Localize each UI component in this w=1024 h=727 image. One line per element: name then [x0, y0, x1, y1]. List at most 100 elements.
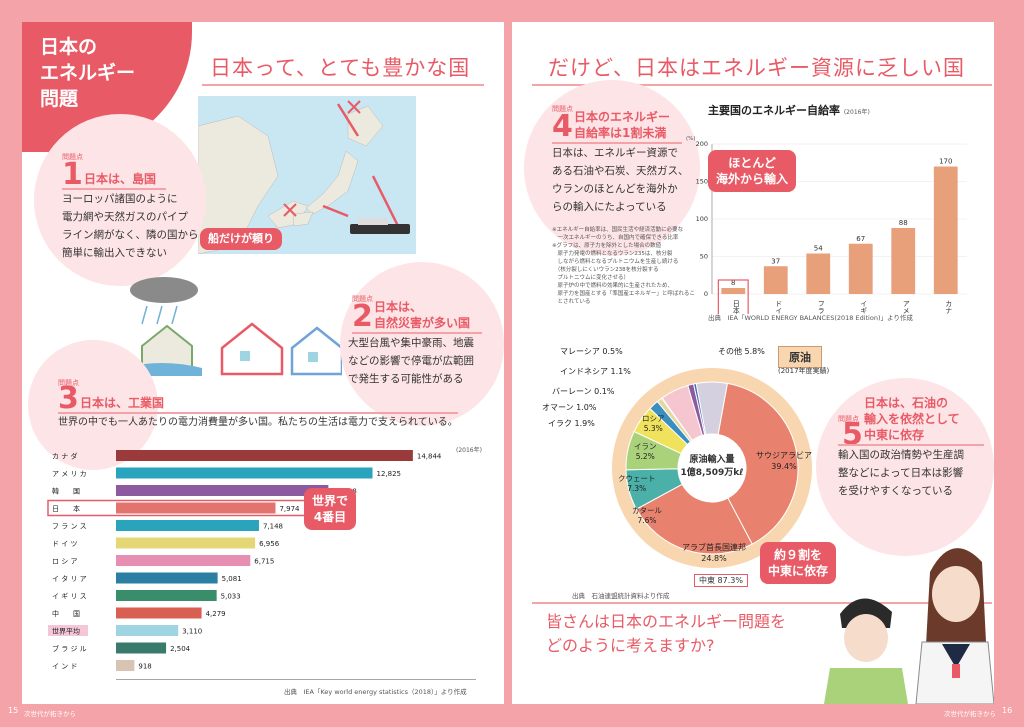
point1-number: 1 [62, 157, 83, 192]
hbar-bar [116, 450, 413, 461]
hbar-category-label: イ ギ リ ス [52, 593, 87, 601]
vbar-value-label: 8 [731, 279, 735, 287]
hbar-category-label: 日 本 [52, 504, 80, 513]
page-number-left: 15 [8, 706, 19, 715]
middle-east-callout: 約９割を 中東に依存 [760, 542, 837, 584]
left-heading: 日本って、とても豊かな国 [210, 56, 471, 80]
pie-label-oman: オマーン 1.0% [542, 403, 597, 412]
vbar-tick-label: 50 [700, 253, 708, 261]
hbar-value-label: 14,844 [417, 453, 442, 461]
vbar-value-label: 170 [939, 158, 952, 166]
point5-text: 輸入国の政治情勢や生産調 整などによって日本は影響 を受けやすくなっている [838, 449, 964, 497]
self-sufficiency-title: 主要国のエネルギー自給率 (2016年) [708, 104, 870, 117]
point1-text: ヨーロッパ諸国のように 電力網や天然ガスのパイプ ライン網がなく、隣の国から 簡… [62, 193, 199, 259]
right-heading: だけど、日本はエネルギー資源に乏しい国 [548, 56, 965, 80]
hbar-bar [116, 607, 202, 619]
hbar-bar [116, 660, 135, 671]
pie-label-saudi: サウジアラビア 39.4% [756, 451, 812, 471]
left-heading-underline [202, 84, 484, 86]
hbar-category-label: ロ シ ア [52, 558, 77, 566]
pie-center-label: 原油輸入量 1億8,509万kℓ [680, 455, 744, 478]
hbar-category-label: イ ン ド [52, 663, 77, 671]
hbar-bar [116, 520, 259, 531]
pie-label-iraq: イラク 1.9% [548, 419, 595, 428]
self-sufficiency-chart: (%) 0 50 100 150 200 8 日本 37 ドイツ 54 フランス 67 イギリス 88 アメリ… [686, 136, 967, 314]
vbar-tick-label: 200 [696, 140, 708, 148]
pie-label-qatar: カタール 7.6% [632, 506, 662, 525]
vbar-category-label: イギリス [860, 300, 868, 314]
vbar-value-label: 54 [814, 245, 823, 253]
hbar-value-label: 7,148 [263, 523, 283, 531]
right-heading-underline [532, 84, 992, 86]
hbar-category-label: フ ラ ン ス [52, 523, 87, 531]
point2-number: 2 [352, 299, 373, 334]
vbar-category-label: アメリカ [902, 300, 910, 314]
point1-circle [34, 114, 206, 286]
point5-title: 日本は、石油の [864, 396, 949, 410]
hbar-value-label: 4,279 [206, 610, 226, 618]
point4-number: 4 [552, 109, 573, 144]
hbar-category-label: ド イ ツ [52, 540, 77, 548]
vbar-bar [933, 166, 958, 294]
vbar-category-label: ドイツ [775, 300, 783, 314]
pie-center [678, 434, 746, 502]
footer-text-left: 次世代が拓きから [24, 710, 76, 718]
map-callout: 船だけが頼り [200, 228, 282, 250]
corner-title: 日本の エネルギー 問題 [40, 36, 136, 110]
vbar-tick-label: 100 [696, 215, 708, 223]
vbar-y-unit: (%) [686, 136, 696, 142]
point4-circle [524, 80, 700, 256]
page-number-right: 16 [1002, 706, 1013, 715]
hbar-bar [116, 625, 179, 636]
point2-title: 日本は、 [374, 300, 423, 314]
point2-text: 大型台風や集中豪雨、地震 などの影響で停電が広範囲 で発生する可能性がある [348, 337, 474, 385]
hbar-source: 出典 IEA「Key world energy statistics（2018）… [284, 688, 467, 696]
crude-oil-title: 原油 [778, 346, 822, 368]
point5-circle [816, 378, 994, 556]
vbar-category-label: カナダ [945, 300, 953, 314]
hbar-value-label: 2,504 [170, 645, 191, 653]
hbar-value-label: 918 [138, 663, 151, 671]
point2-circle [340, 262, 504, 426]
point1-title: 日本は、島国 [84, 172, 157, 186]
pie-label-bahrain: バーレーン 0.1% [552, 387, 615, 396]
hbar-value-label: 3,110 [182, 628, 202, 636]
pie-label-russia: ロシア 5.3% [642, 414, 665, 433]
hbar-value-label: 5,033 [221, 593, 241, 601]
hbar-category-label: イ タ リ ア [52, 574, 87, 583]
point4-notes: ※エネルギー自給率は、国民生活や経済活動に必要な 一次エネルギーのうち、自国内で… [552, 227, 695, 305]
hbar-category-label: 韓 国 [52, 487, 80, 496]
point3-circle [28, 340, 158, 470]
point3-number: 3 [58, 381, 79, 416]
vbar-highlight-japan [717, 279, 749, 314]
crude-oil-subtitle: (2017年度実績) [778, 367, 830, 375]
student-illustration [824, 548, 994, 704]
disaster-illustration [122, 277, 342, 376]
hbar-category-label: ブ ラ ジ ル [52, 644, 87, 653]
vbar-source: 出典 IEA「WORLD ENERGY BALANCES(2018 Editio… [708, 314, 913, 322]
vbar-tick-label: 150 [696, 178, 708, 186]
hbar-category-label: 世界平均 [52, 627, 80, 636]
point3-text: 世界の中でも一人あたりの電力消費量が多い国。私たちの生活は電力で支えられている。 [58, 417, 458, 428]
hbar-bar [116, 502, 276, 514]
closing-question: 皆さんは日本のエネルギー問題を どのように考えますか? [546, 612, 787, 655]
vbar-category-label: 日本 [732, 300, 740, 314]
vbar-value-label: 88 [899, 219, 908, 227]
vbar-tick-label: 0 [704, 290, 708, 298]
point4-text: 日本は、エネルギー資源で ある石油や石炭、天然ガス、 ウランのほとんどを海外か … [552, 147, 689, 213]
hbar-highlight-world [48, 625, 88, 636]
world-rank-callout: 世界で 4番目 [304, 488, 357, 530]
pie-source: 出典 石油連盟統計資料より作成 [572, 592, 670, 600]
hbar-value-label: 12,825 [377, 470, 402, 478]
pie-label-indonesia: インドネシア 1.1% [560, 367, 631, 376]
vbar-category-label: フランス [817, 300, 825, 314]
left-page: 日本の エネルギー 問題 日本って、とても豊かな国 船だけが頼り 問題点 1 日… [22, 22, 504, 704]
hbar-bar [116, 485, 329, 496]
point3-title: 日本は、工業国 [80, 396, 165, 410]
vbar-bar [848, 243, 873, 294]
pie-label-iran: イラン 5.2% [634, 442, 657, 461]
japan-map [198, 96, 416, 254]
hbar-bar [116, 537, 256, 549]
hbar-value-label: 7,974 [279, 505, 300, 513]
hbar-category-label: 中 国 [52, 609, 80, 618]
